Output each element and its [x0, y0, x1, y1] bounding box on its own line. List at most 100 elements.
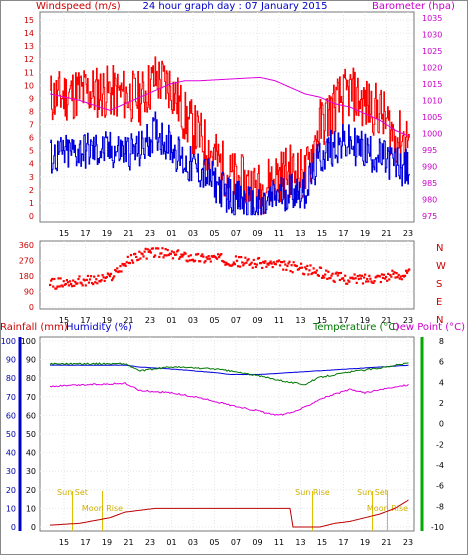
wind-direction-point [358, 274, 361, 277]
wind-direction-point [50, 279, 53, 282]
wind-direction-point [364, 273, 367, 276]
wind-direction-point [309, 264, 312, 267]
wind-direction-point [124, 264, 127, 267]
wind-direction-point [56, 285, 59, 288]
wind-direction-point [382, 273, 386, 276]
wind-direction-point [270, 262, 273, 265]
panel1-frame [39, 11, 415, 223]
panel3-x-tick: 23 [403, 538, 413, 547]
wind-direction-point [390, 275, 393, 278]
panel1-y-tick-left: 10 [24, 81, 34, 90]
panel2-x-tick: 15 [59, 316, 69, 325]
wind-direction-point [171, 257, 175, 260]
wind-direction-point [181, 255, 184, 258]
wind-direction-point [85, 278, 88, 282]
wind-direction-point [172, 251, 176, 254]
panel2-compass-letter: E [436, 297, 442, 308]
wind-direction-point [311, 271, 314, 275]
wind-direction-point [290, 264, 293, 267]
wind-direction-point [118, 270, 121, 273]
wind-direction-point [242, 264, 245, 267]
wind-direction-point [197, 252, 200, 256]
panel2-compass-letter: N [436, 243, 443, 254]
wind-direction-point [366, 277, 369, 281]
panel3-x-tick: 05 [209, 538, 219, 547]
wind-direction-point [116, 267, 119, 270]
wind-direction-point [283, 260, 286, 263]
wind-direction-point [282, 268, 285, 271]
wind-direction-point [243, 262, 246, 265]
panel3-rain-label: Rainfall (mm) [0, 322, 68, 333]
wind-direction-point [162, 256, 165, 259]
panel3-y-tick-humidity: 100 [21, 337, 36, 346]
wind-direction-point [179, 255, 182, 259]
wind-direction-point [74, 280, 77, 284]
wind-direction-point [231, 263, 234, 266]
panel2-x-tick: 17 [338, 316, 348, 325]
wind-direction-point [160, 252, 163, 255]
wind-direction-point [51, 277, 54, 281]
temperature-line [49, 362, 409, 386]
panel1-x-tick: 01 [166, 229, 176, 238]
panel3-y-tick-temp: -6 [436, 482, 444, 491]
panel1-y-tick-right: 995 [422, 146, 437, 155]
panel1-y-tick-right: 1010 [422, 97, 442, 106]
wind-direction-point [152, 255, 156, 258]
wind-direction-point [68, 280, 72, 283]
wind-direction-point [202, 255, 205, 258]
wind-direction-point [218, 256, 221, 259]
wind-direction-point [203, 261, 206, 264]
panel1-y-tick-left: 1 [29, 199, 34, 208]
wind-direction-point [406, 271, 409, 274]
wind-direction-point [264, 260, 267, 263]
wind-direction-point [72, 279, 75, 282]
wind-direction-point [247, 258, 250, 261]
panel3-x-tick: 17 [80, 538, 90, 547]
wind-direction-point [100, 279, 103, 282]
panel3-x-tick: 19 [102, 538, 112, 547]
wind-direction-point [87, 281, 91, 284]
dew-point-line [49, 381, 409, 416]
panel1-y-tick-left: 6 [29, 134, 34, 143]
wind-direction-point [135, 255, 138, 259]
wind-direction-point [407, 269, 410, 272]
wind-direction-point [96, 282, 99, 285]
wind-direction-point [141, 253, 144, 256]
panel1-y-tick-right: 990 [422, 163, 437, 172]
barometer-line [49, 76, 409, 137]
wind-direction-point [298, 266, 302, 269]
wind-direction-point [285, 268, 288, 271]
panel1-y-tick-right: 975 [422, 212, 437, 221]
wind-direction-point [292, 261, 295, 264]
wind-direction-point [120, 270, 123, 273]
wind-direction-point [93, 275, 96, 278]
wind-direction-point [353, 273, 356, 276]
wind-direction-point [177, 249, 180, 252]
panel3-y-tick-temp: 4 [439, 378, 444, 387]
wind-direction-point [389, 273, 392, 277]
wind-direction-point [297, 268, 301, 271]
panel2-x-tick: 07 [231, 316, 241, 325]
wind-direction-point [71, 285, 74, 288]
wind-direction-point [77, 277, 80, 281]
panel1-left-axis-label: Windspeed (m/s) [36, 1, 121, 12]
wind-direction-point [223, 261, 226, 264]
panel2-x-tick: 17 [80, 316, 90, 325]
panel3-y-tick-rain: 30 [6, 467, 16, 476]
panel3-y-tick-rain: 20 [6, 486, 16, 495]
panel1-y-tick-right: 1025 [422, 47, 442, 56]
panel3-y-tick-humidity: 90 [26, 356, 36, 365]
wind-direction-point [169, 252, 172, 256]
panel1-x-tick: 11 [274, 229, 284, 238]
wind-direction-point [244, 256, 247, 259]
wind-direction-point [142, 255, 145, 258]
wind-direction-point [97, 274, 100, 277]
wind-direction-point [249, 262, 252, 266]
wind-direction-point [322, 274, 325, 278]
panel3-humidity-label: Humidity (%) [66, 322, 132, 333]
panel1-y-tick-right: 1015 [422, 80, 442, 89]
wind-direction-point [368, 274, 371, 277]
wind-direction-point [268, 261, 271, 265]
wind-direction-point [170, 250, 173, 253]
wind-direction-point [306, 264, 309, 268]
